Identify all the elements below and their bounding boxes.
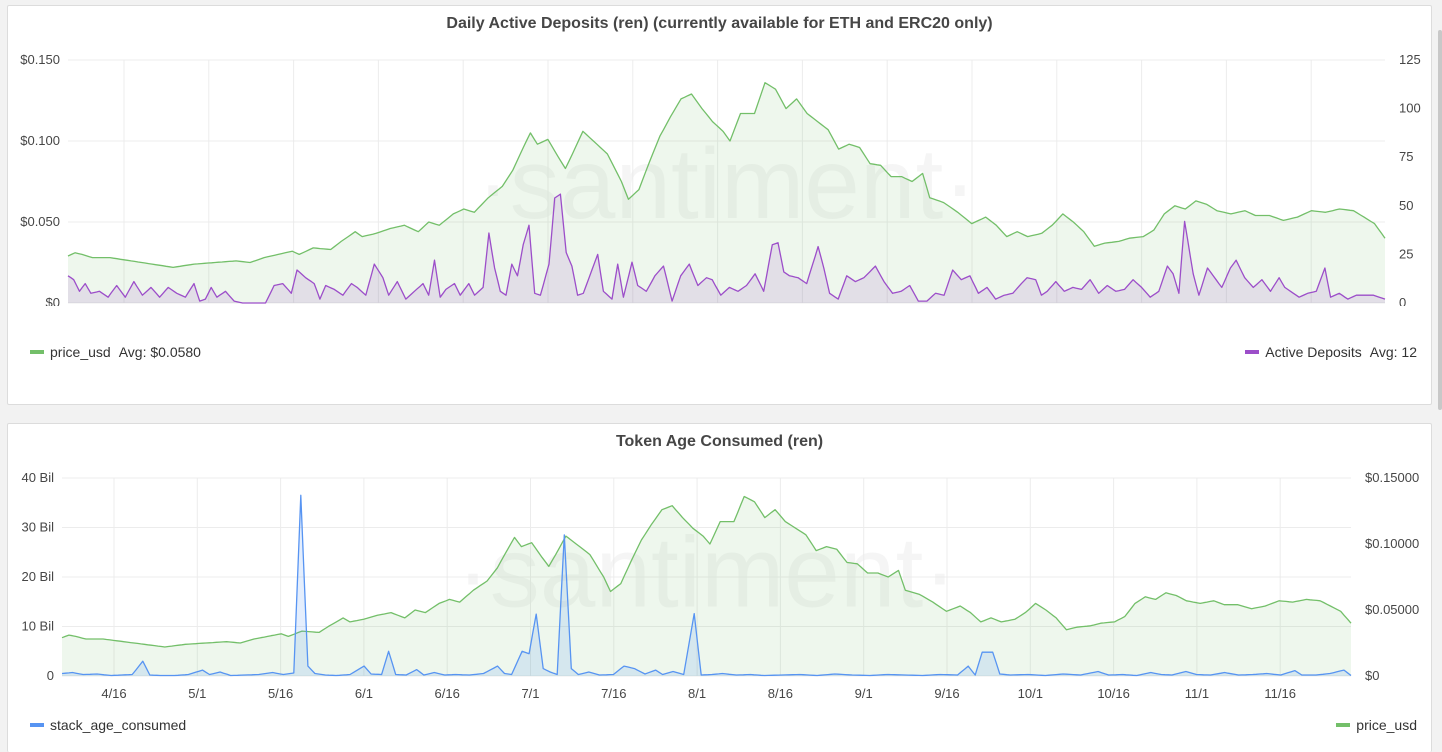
y-right-tick-label: 25: [1399, 246, 1413, 261]
x-tick-label: 10/1: [1018, 686, 1043, 701]
x-tick-label: 6/16: [435, 686, 460, 701]
x-tick-label: 7/16: [601, 686, 626, 701]
legend-swatch-icon: [1336, 723, 1351, 728]
y-right-tick-label: 100: [1399, 101, 1421, 116]
y-right-tick-label: $0.15000: [1365, 470, 1419, 485]
x-tick-label: 7/1: [521, 686, 539, 701]
y-right-tick-label: $0.10000: [1365, 536, 1419, 551]
y-left-tick-label: $0.100: [20, 133, 60, 148]
y-left-tick-label: 20 Bil: [21, 569, 54, 584]
y-left-tick-label: $0.150: [20, 52, 60, 67]
x-tick-label: 5/1: [188, 686, 206, 701]
y-left-tick-label: 0: [47, 668, 54, 683]
x-tick-label: 9/1: [855, 686, 873, 701]
legend-price-usd-right[interactable]: price_usd: [1336, 717, 1417, 733]
x-tick-label: 11/16: [1264, 686, 1296, 701]
series-line-price-usd[interactable]: [67, 82, 1386, 269]
x-tick-label: 4/16: [101, 686, 126, 701]
panel-title: Daily Active Deposits (ren) (currently a…: [446, 15, 993, 32]
active-deposits-chart[interactable]: ·santiment·$0$0.050$0.100$0.150025507510…: [8, 6, 1431, 306]
y-right-tick-label: 50: [1399, 198, 1413, 213]
token-age-consumed-panel: Token Age Consumed (ren) ·santiment·010 …: [7, 423, 1432, 752]
x-tick-label: 10/16: [1097, 686, 1130, 701]
x-tick-label: 8/16: [768, 686, 793, 701]
legend-swatch-icon: [30, 723, 44, 728]
series-area-price-usd: [62, 496, 1351, 676]
legend-stack-age-consumed[interactable]: stack_age_consumed: [30, 717, 186, 733]
series-area-price-usd: [68, 82, 1385, 303]
legend-swatch-icon: [30, 350, 44, 355]
x-tick-label: 5/16: [268, 686, 293, 701]
x-tick-label: 9/16: [934, 686, 959, 701]
series-line-price-usd[interactable]: [61, 495, 1352, 648]
y-left-tick-label: $0: [46, 295, 60, 306]
x-tick-label: 6/1: [355, 686, 373, 701]
daily-active-deposits-panel: Daily Active Deposits (ren) (currently a…: [7, 5, 1432, 405]
x-tick-label: 11/1: [1185, 686, 1209, 701]
y-right-tick-label: $0: [1365, 668, 1379, 683]
x-tick-label: 8/1: [688, 686, 706, 701]
series-line-active-deposits[interactable]: [67, 193, 1386, 304]
legend-price-usd[interactable]: price_usd Avg: $0.0580: [30, 344, 201, 360]
series-area-active-deposits: [68, 194, 1385, 303]
panel-title: Token Age Consumed (ren): [615, 433, 824, 450]
page-scrollbar[interactable]: [1438, 30, 1442, 410]
y-right-tick-label: 0: [1399, 295, 1406, 306]
series-line-stack-age-consumed[interactable]: [61, 494, 1352, 677]
y-right-tick-label: 75: [1399, 149, 1413, 164]
y-left-tick-label: 30 Bil: [21, 520, 54, 535]
y-right-tick-label: 125: [1399, 52, 1421, 67]
y-left-tick-label: 40 Bil: [21, 470, 54, 485]
y-right-tick-label: $0.05000: [1365, 602, 1419, 617]
legend-swatch-icon: [1245, 350, 1260, 355]
y-left-tick-label: $0.050: [20, 214, 60, 229]
y-left-tick-label: 10 Bil: [21, 619, 54, 634]
legend-active-deposits[interactable]: Active Deposits Avg: 12: [1245, 344, 1417, 360]
